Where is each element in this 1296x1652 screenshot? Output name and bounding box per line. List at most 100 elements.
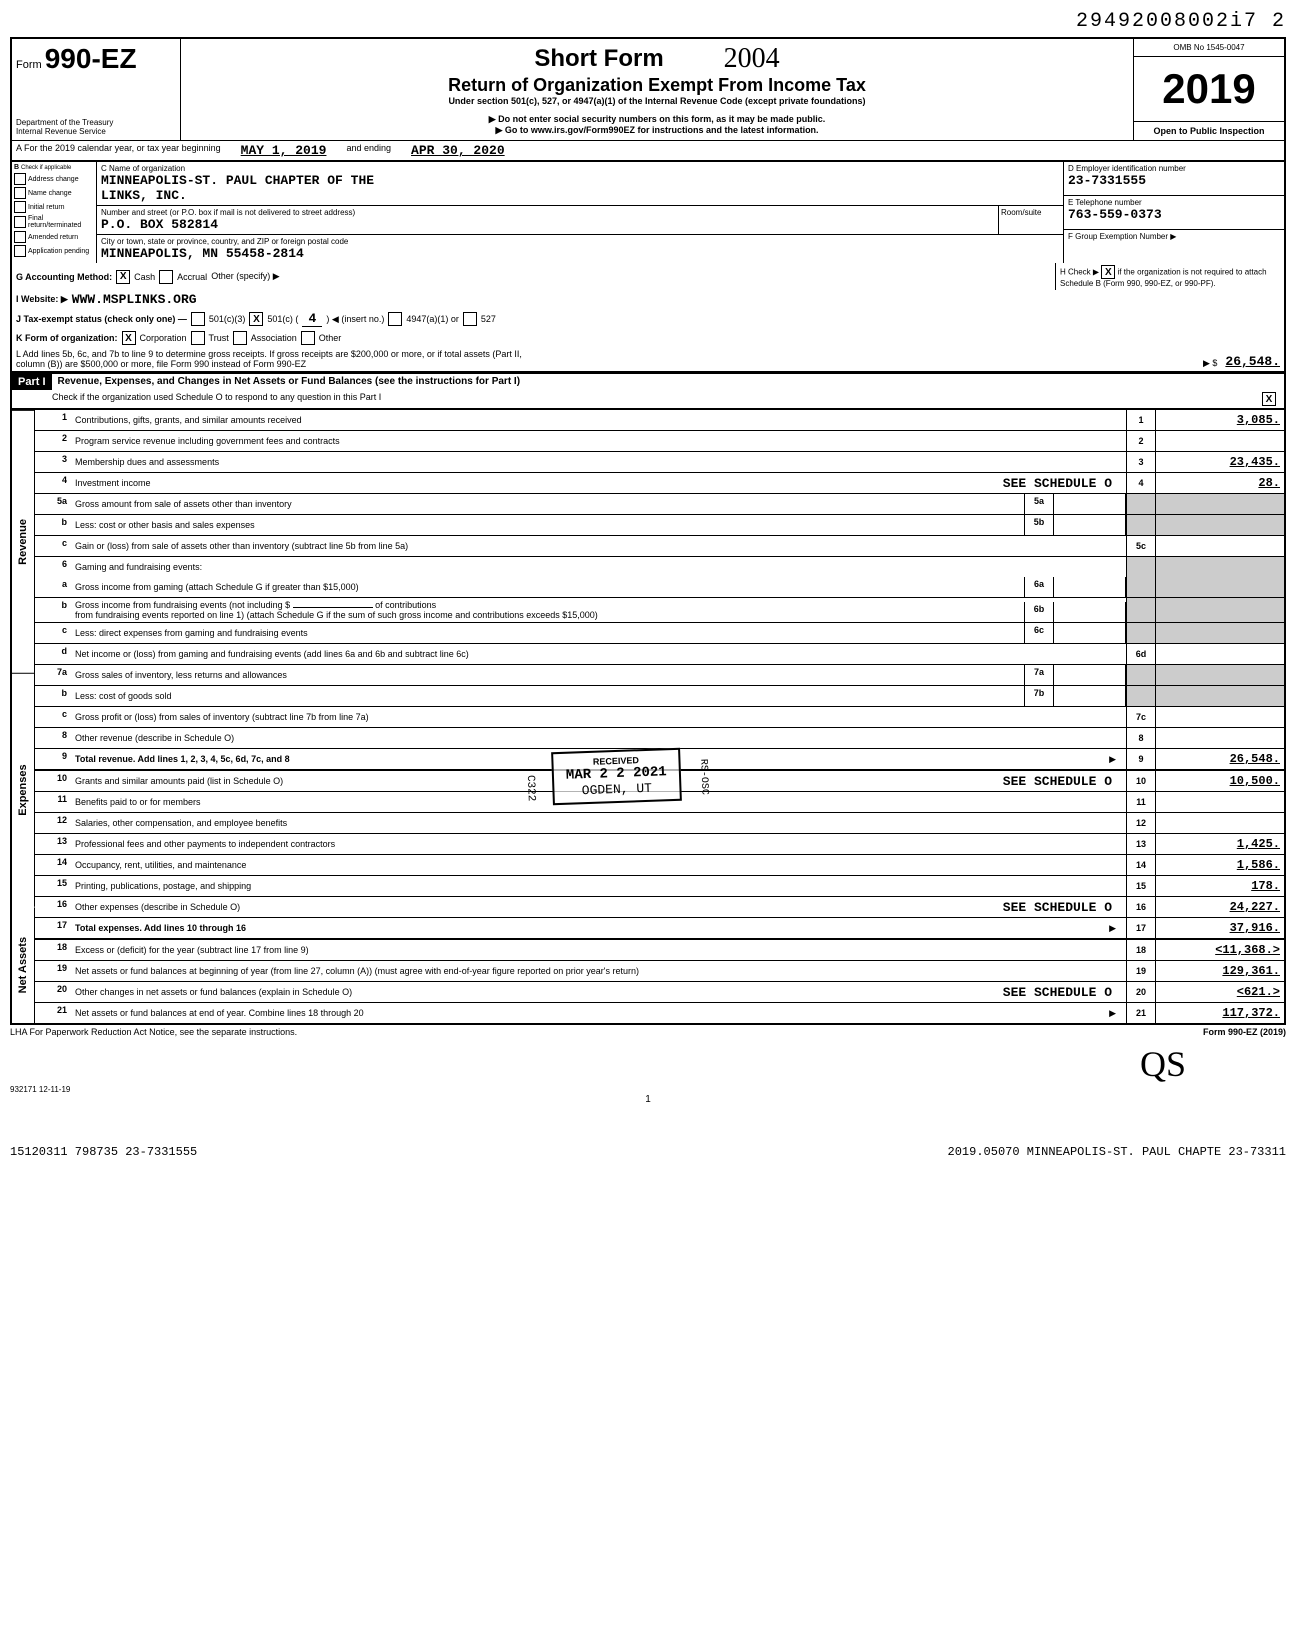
b-item-5: Application pending — [14, 245, 94, 257]
b-check-label: Check if applicable — [21, 165, 71, 171]
line-val — [1155, 623, 1284, 643]
expenses-label: Expenses — [12, 673, 35, 907]
initials-signature: QS — [10, 1043, 1186, 1085]
line-17: 17 Total expenses. Add lines 10 through … — [35, 918, 1284, 940]
line-desc: Net assets or fund balances at beginning… — [71, 961, 1126, 981]
l-arrow: ▶ $ — [1203, 358, 1217, 369]
line-num: 15 — [35, 876, 71, 896]
form-label: Form — [16, 59, 42, 71]
line-val: 1,425. — [1155, 834, 1284, 854]
checkbox[interactable] — [14, 187, 26, 199]
d-label: D Employer identification number — [1068, 164, 1280, 173]
part1-check-row: Check if the organization used Schedule … — [10, 390, 1286, 409]
checkbox[interactable] — [14, 245, 26, 257]
line-num: 2 — [35, 431, 71, 451]
f-row: F Group Exemption Number ▶ — [1064, 230, 1284, 263]
bottom-page: 1 — [10, 1094, 1286, 1105]
subtitle-1: Under section 501(c), 527, or 4947(a)(1)… — [185, 96, 1129, 106]
col-b: B Check if applicable Address change Nam… — [12, 162, 97, 263]
col-right: D Employer identification number 23-7331… — [1063, 162, 1284, 263]
line-val: 10,500. — [1155, 771, 1284, 791]
line-num: 20 — [35, 982, 71, 1002]
line-desc: Net income or (loss) from gaming and fun… — [71, 644, 1126, 664]
line-5c: c Gain or (loss) from sale of assets oth… — [35, 536, 1284, 557]
line-6c: c Less: direct expenses from gaming and … — [35, 623, 1284, 644]
line-desc: Gain or (loss) from sale of assets other… — [71, 536, 1126, 556]
g-label: G Accounting Method: — [16, 272, 112, 282]
line-val: 26,548. — [1155, 749, 1284, 769]
line-box-num — [1126, 557, 1155, 577]
line-box-num — [1126, 515, 1155, 535]
line-box-num — [1126, 577, 1155, 597]
dept-line1: Department of the Treasury — [16, 118, 176, 127]
j-527-checkbox[interactable] — [463, 312, 477, 326]
line-mid: 7a — [1024, 665, 1126, 685]
line-num: 19 — [35, 961, 71, 981]
org-name-1: MINNEAPOLIS-ST. PAUL CHAPTER OF THE — [101, 173, 1059, 188]
k-other: Other — [319, 333, 342, 343]
line-box-num: 9 — [1126, 749, 1155, 769]
line-val — [1155, 431, 1284, 451]
revenue-label: Revenue — [12, 410, 35, 673]
row-a-label: A For the 2019 calendar year, or tax yea… — [16, 143, 221, 158]
line-box-num: 8 — [1126, 728, 1155, 748]
b-label: B — [14, 164, 19, 171]
part1-checkbox[interactable]: X — [1262, 392, 1276, 406]
j-501c-checkbox[interactable]: X — [249, 312, 263, 326]
received-stamp: RECEIVED MAR 2 2 2021 OGDEN, UT C322 RS-… — [551, 748, 682, 805]
b-item-2: Initial return — [14, 201, 94, 213]
line-box-num: 20 — [1126, 982, 1155, 1002]
k-label: K Form of organization: — [16, 333, 118, 343]
k-corp-checkbox[interactable]: X — [122, 331, 136, 345]
j-4947-checkbox[interactable] — [388, 312, 402, 326]
stamp-loc: OGDEN, UT — [566, 780, 667, 799]
line-desc: Gross profit or (loss) from sales of inv… — [71, 707, 1126, 727]
g-cash-checkbox[interactable]: X — [116, 270, 130, 284]
line-desc: Less: direct expenses from gaming and fu… — [71, 623, 1024, 643]
l-text2: column (B)) are $500,000 or more, file F… — [16, 359, 1203, 369]
b-item-0: Address change — [14, 173, 94, 185]
line-desc: Net assets or fund balances at end of ye… — [71, 1003, 1126, 1023]
b-item-label: Address change — [28, 176, 79, 183]
b-item-label: Application pending — [28, 248, 89, 255]
line-num: b — [35, 686, 71, 706]
addr: P.O. BOX 582814 — [101, 217, 994, 232]
line-val — [1155, 792, 1284, 812]
line-val — [1155, 494, 1284, 514]
h-checkbox[interactable]: X — [1101, 265, 1115, 279]
checkbox[interactable] — [14, 201, 26, 213]
b-item-label: Final return/terminated — [28, 215, 94, 229]
checkbox[interactable] — [14, 231, 26, 243]
line-4: 4 Investment incomeSEE SCHEDULE O 4 28. — [35, 473, 1284, 494]
line-note: SEE SCHEDULE O — [1003, 900, 1112, 915]
line-1: 1 Contributions, gifts, grants, and simi… — [35, 410, 1284, 431]
line-num: c — [35, 536, 71, 556]
line-val: 1,586. — [1155, 855, 1284, 875]
k-other-checkbox[interactable] — [301, 331, 315, 345]
g-accrual-checkbox[interactable] — [159, 270, 173, 284]
line-7c: c Gross profit or (loss) from sales of i… — [35, 707, 1284, 728]
k-trust-checkbox[interactable] — [191, 331, 205, 345]
line-val — [1155, 515, 1284, 535]
omb-number: OMB No 1545-0047 — [1134, 39, 1284, 57]
phone: 763-559-0373 — [1068, 207, 1280, 222]
tax-year: 2019 — [1134, 57, 1284, 122]
line-box-num — [1126, 686, 1155, 706]
checkbox[interactable] — [14, 173, 26, 185]
row-l: L Add lines 5b, 6c, and 7b to line 9 to … — [10, 347, 1286, 373]
line-mid: 7b — [1024, 686, 1126, 706]
line-box-num: 4 — [1126, 473, 1155, 493]
j-501c3-checkbox[interactable] — [191, 312, 205, 326]
j-501c-num: 4 — [302, 311, 322, 327]
line-num: 4 — [35, 473, 71, 493]
line-box-num — [1126, 494, 1155, 514]
line-val: 24,227. — [1155, 897, 1284, 917]
k-assoc-checkbox[interactable] — [233, 331, 247, 345]
line-val — [1155, 598, 1284, 622]
row-j: J Tax-exempt status (check only one) — 5… — [10, 309, 1286, 329]
main-table: Revenue Expenses Net Assets 1 Contributi… — [10, 409, 1286, 1025]
bottom-codes: 15120311 798735 23-7331555 2019.05070 MI… — [10, 1145, 1286, 1159]
checkbox[interactable] — [14, 216, 26, 228]
line-num: c — [35, 707, 71, 727]
line-box-num: 3 — [1126, 452, 1155, 472]
